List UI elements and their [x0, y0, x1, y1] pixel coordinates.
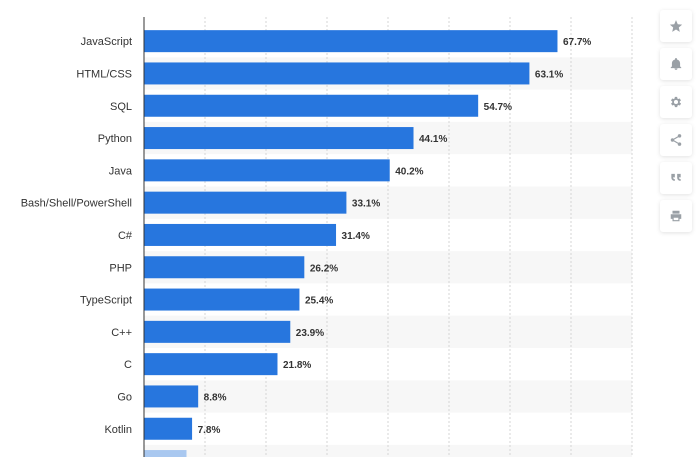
- settings-button[interactable]: [660, 86, 692, 118]
- bar[interactable]: [144, 320, 291, 343]
- category-label: JavaScript: [81, 36, 132, 48]
- category-label: HTML/CSS: [76, 68, 132, 80]
- value-label: 54.7%: [484, 102, 512, 113]
- bar[interactable]: [144, 417, 193, 440]
- category-label: C++: [111, 327, 132, 339]
- value-label: 40.2%: [395, 166, 423, 177]
- category-label: PHP: [109, 262, 132, 274]
- value-label: 8.8%: [204, 392, 227, 403]
- category-label: C: [124, 359, 132, 371]
- value-label: 33.1%: [352, 199, 380, 210]
- value-label: 21.8%: [283, 360, 311, 371]
- bar[interactable]: [144, 385, 199, 408]
- category-label: Kotlin: [104, 424, 132, 436]
- bar[interactable]: [144, 288, 300, 311]
- share-icon: [670, 134, 682, 146]
- value-label: 31.4%: [342, 231, 370, 242]
- bar[interactable]: [144, 30, 558, 53]
- category-label: TypeScript: [80, 295, 132, 307]
- gear-icon: [670, 96, 682, 108]
- bar[interactable]: [144, 94, 479, 117]
- bar[interactable]: [144, 159, 390, 182]
- bar[interactable]: [144, 62, 530, 85]
- category-label: C#: [118, 230, 133, 242]
- chart-area: JavaScript 67.7% HTML/CSS 63.1% SQL 54.7% Pyth…: [21, 17, 633, 457]
- category-label: Java: [109, 165, 133, 177]
- category-label: Bash/Shell/PowerShell: [21, 198, 132, 210]
- notification-button[interactable]: [660, 48, 692, 80]
- bar-chart: JavaScript 67.7% HTML/CSS 63.1% SQL 54.7% Pyth…: [21, 17, 633, 457]
- value-label: 23.9%: [296, 328, 324, 339]
- value-label: 26.2%: [310, 263, 338, 274]
- value-label: 25.4%: [305, 296, 333, 307]
- value-label: 63.1%: [535, 69, 563, 80]
- bar[interactable]: [144, 353, 278, 376]
- category-label: Go: [117, 391, 132, 403]
- category-label: SQL: [110, 101, 132, 113]
- print-icon: [670, 210, 682, 222]
- quote-icon: [671, 173, 681, 181]
- bar[interactable]: [144, 191, 347, 214]
- favorite-button[interactable]: [660, 10, 692, 42]
- bell-icon: [670, 58, 682, 70]
- value-label: 44.1%: [419, 134, 447, 145]
- bar[interactable]: [144, 256, 305, 279]
- bar[interactable]: [144, 127, 414, 150]
- share-button[interactable]: [660, 124, 692, 156]
- bar[interactable]: [144, 223, 337, 246]
- print-button[interactable]: [660, 200, 692, 232]
- category-label: Python: [98, 133, 132, 145]
- bar-partial: [144, 450, 187, 457]
- cite-button[interactable]: [660, 162, 692, 194]
- star-icon: [669, 20, 683, 32]
- chart-toolbar: [660, 10, 692, 232]
- value-label: 7.8%: [198, 425, 221, 436]
- value-label: 67.7%: [563, 37, 591, 48]
